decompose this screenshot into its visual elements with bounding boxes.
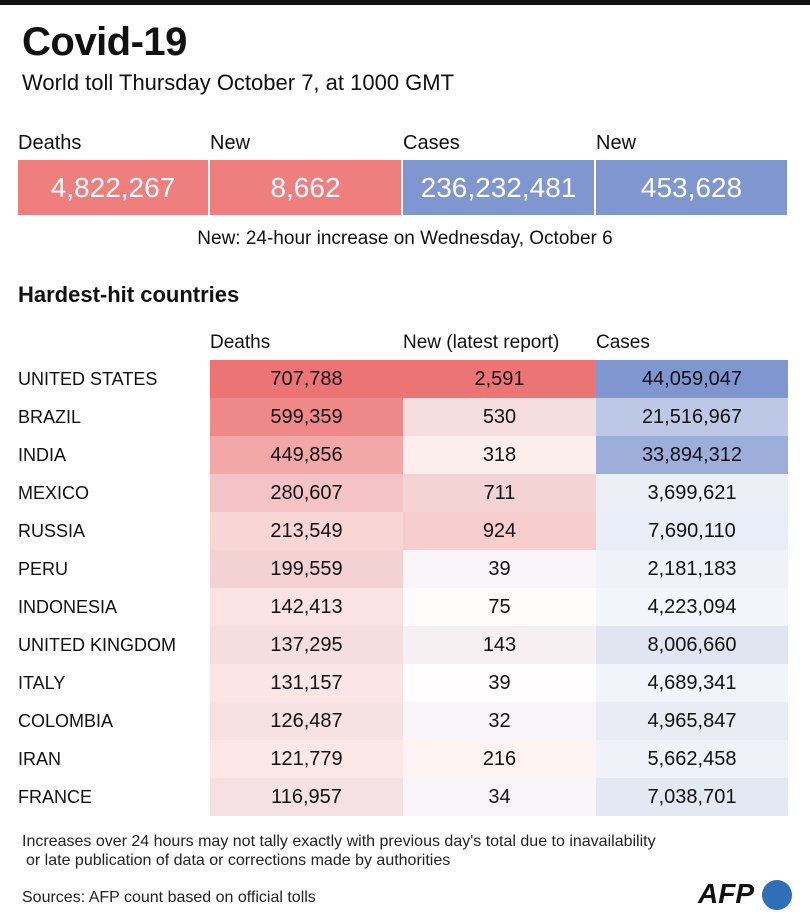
subtitle: World toll Thursday October 7, at 1000 G… (22, 70, 455, 95)
country-name: UNITED STATES (18, 369, 158, 389)
title: Covid-19 (22, 20, 187, 64)
table-cell: 5,662,458 (596, 740, 788, 778)
country-name: BRAZIL (18, 407, 82, 427)
footnote: Increases over 24 hours may not tally ex… (22, 833, 656, 850)
summary-value: 453,628 (596, 160, 787, 215)
table-cell: 121,779 (210, 740, 403, 778)
footnote: or late publication of data or correctio… (26, 852, 451, 869)
country-name: IRAN (18, 749, 62, 769)
country-name: FRANCE (18, 787, 93, 807)
country-name: INDONESIA (18, 597, 118, 617)
summary-value: 8,662 (210, 160, 401, 215)
table-cell: 711 (403, 474, 596, 512)
source: Sources: AFP count based on official tol… (22, 889, 316, 906)
table-cell: 4,689,341 (596, 664, 788, 702)
table-cell: 44,059,047 (596, 360, 788, 398)
column-header: Deaths (210, 332, 271, 353)
table-cell: 318 (403, 436, 596, 474)
summary-label: New (596, 132, 637, 154)
summary-value: 236,232,481 (403, 160, 594, 215)
table-cell: 7,690,110 (596, 512, 788, 550)
table-cell: 39 (403, 550, 596, 588)
table-cell: 199,559 (210, 550, 403, 588)
logo-dot (762, 880, 792, 910)
section-title: Hardest-hit countries (18, 282, 240, 307)
table-cell: 75 (403, 588, 596, 626)
table-cell: 116,957 (210, 778, 403, 816)
summary-label: Deaths (18, 132, 82, 154)
summary-label: New (210, 132, 251, 154)
table-cell: 216 (403, 740, 596, 778)
country-name: ITALY (18, 673, 66, 693)
table-cell: 39 (403, 664, 596, 702)
country-name: INDIA (18, 445, 67, 465)
table-cell: 4,965,847 (596, 702, 788, 740)
table-cell: 137,295 (210, 626, 403, 664)
column-header: New (latest report) (403, 332, 560, 353)
table-cell: 7,038,701 (596, 778, 788, 816)
table-cell: 143 (403, 626, 596, 664)
top-bar (0, 0, 810, 5)
summary-value: 4,822,267 (18, 160, 208, 215)
table-cell: 599,359 (210, 398, 403, 436)
table-cell: 3,699,621 (596, 474, 788, 512)
country-name: PERU (18, 559, 69, 579)
column-header: Cases (596, 332, 650, 353)
table-cell: 2,181,183 (596, 550, 788, 588)
table-cell: 126,487 (210, 702, 403, 740)
table-cell: 2,591 (403, 360, 596, 398)
table-cell: 8,006,660 (596, 626, 788, 664)
table-cell: 131,157 (210, 664, 403, 702)
table-cell: 530 (403, 398, 596, 436)
table-cell: 280,607 (210, 474, 403, 512)
table-cell: 33,894,312 (596, 436, 788, 474)
table-cell: 924 (403, 512, 596, 550)
note: New: 24-hour increase on Wednesday, Octo… (197, 228, 613, 249)
country-name: MEXICO (18, 483, 90, 503)
table-cell: 449,856 (210, 436, 403, 474)
table-cell: 34 (403, 778, 596, 816)
table-cell: 213,549 (210, 512, 403, 550)
country-name: UNITED KINGDOM (18, 635, 177, 655)
country-name: COLOMBIA (18, 711, 114, 731)
table-cell: 21,516,967 (596, 398, 788, 436)
table-cell: 142,413 (210, 588, 403, 626)
table-cell: 707,788 (210, 360, 403, 398)
summary-label: Cases (403, 132, 460, 154)
table-cell: 4,223,094 (596, 588, 788, 626)
logo: AFP (698, 878, 754, 909)
country-name: RUSSIA (18, 521, 86, 541)
table-cell: 32 (403, 702, 596, 740)
